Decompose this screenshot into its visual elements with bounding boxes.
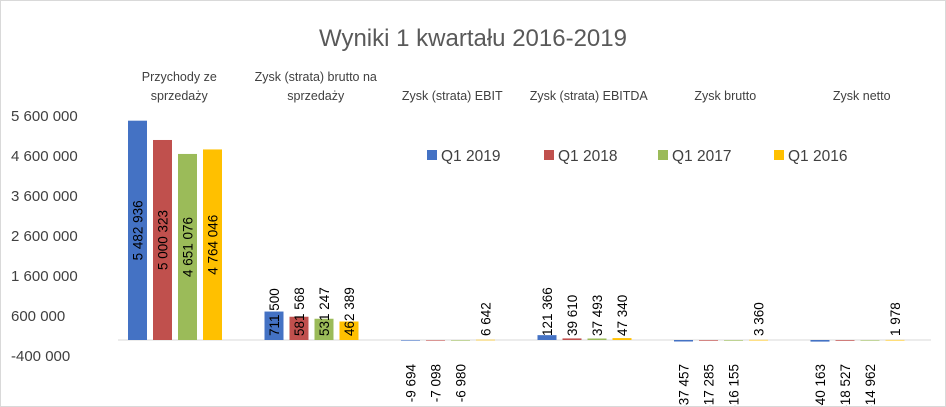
data-label: 4 764 046 <box>206 215 221 275</box>
data-label: 37 493 <box>590 295 605 336</box>
bar <box>476 339 495 341</box>
data-label: 5 482 936 <box>131 200 146 260</box>
category-label: Zysk (strata) EBIT <box>402 89 503 103</box>
data-labels: 5 482 936 711 500 -9 694 121 366 -37 457 -40 … <box>131 200 904 406</box>
legend-item: Q1 2019 <box>427 148 500 165</box>
legend-swatch <box>774 150 784 160</box>
bar <box>314 318 334 340</box>
data-label: 531 247 <box>317 287 332 336</box>
data-label: 121 366 <box>540 287 555 336</box>
legend-item: Q1 2017 <box>658 148 731 165</box>
bar <box>426 340 445 341</box>
y-tick-label: 600 000 <box>11 308 65 325</box>
y-tick-label: 5 600 000 <box>11 108 78 125</box>
y-tick-label: 2 600 000 <box>11 228 78 245</box>
axis-layer: -400 000 600 000 1 600 000 2 600 000 3 600 0… <box>11 108 931 365</box>
data-label: -40 163 <box>813 364 828 406</box>
legend-item: Q1 2016 <box>774 148 847 165</box>
category-label: Zysk (strata) brutto na sprzedaży <box>255 70 377 103</box>
bar <box>339 321 359 340</box>
bar <box>674 340 693 342</box>
y-tick-label: 3 600 000 <box>11 188 78 205</box>
data-label: -17 285 <box>702 364 717 406</box>
category-label: Przychody ze sprzedaży <box>142 70 217 103</box>
bar <box>178 153 197 340</box>
data-label: -14 962 <box>863 364 878 406</box>
bar <box>810 340 830 342</box>
bar <box>537 335 557 340</box>
data-label: -16 155 <box>727 364 742 406</box>
bar <box>749 339 768 341</box>
y-tick-label: 4 600 000 <box>11 148 78 165</box>
chart-title: Wyniki 1 kwartału 2016-2019 <box>319 25 627 52</box>
bar <box>860 340 880 341</box>
bar <box>885 339 905 341</box>
bar <box>699 340 718 341</box>
category-label: Zysk brutto <box>694 89 756 103</box>
bar <box>612 338 632 340</box>
bar <box>451 340 470 341</box>
legend-label: Q1 2019 <box>441 148 500 165</box>
bar <box>401 340 420 341</box>
y-tick-label: -400 000 <box>11 348 70 365</box>
data-label: -7 098 <box>429 364 444 402</box>
bar <box>724 340 743 341</box>
legend-label: Q1 2016 <box>788 148 847 165</box>
legend-label: Q1 2018 <box>558 148 617 165</box>
data-label: -6 980 <box>454 364 469 402</box>
data-label: -18 527 <box>838 364 853 406</box>
legend-swatch <box>658 150 668 160</box>
category-labels: Przychody ze sprzedaży Zysk (strata) brutt… <box>142 70 891 103</box>
bar <box>264 311 284 340</box>
data-label: 462 389 <box>342 287 357 336</box>
bar <box>153 139 172 340</box>
data-label: -9 694 <box>404 364 419 403</box>
bar <box>562 338 582 340</box>
bars <box>128 120 905 342</box>
data-label: 3 360 <box>752 302 767 336</box>
data-label: 5 000 323 <box>156 210 171 270</box>
y-tick-label: 1 600 000 <box>11 268 78 285</box>
legend-swatch <box>427 150 437 160</box>
data-label: 39 610 <box>565 295 580 336</box>
category-label: Zysk netto <box>833 89 891 103</box>
legend-label: Q1 2017 <box>672 148 731 165</box>
bar <box>587 338 607 340</box>
bar <box>128 120 147 341</box>
data-label: 47 340 <box>615 295 630 336</box>
data-label: 1 978 <box>888 302 903 336</box>
legend: Q1 2019 Q1 2018 Q1 2017 Q1 2016 <box>427 148 847 165</box>
data-label: 4 651 076 <box>181 217 196 277</box>
category-label: Zysk (strata) EBITDA <box>530 89 649 103</box>
bar <box>203 149 222 340</box>
bar <box>835 340 855 341</box>
legend-item: Q1 2018 <box>544 148 617 165</box>
data-label: 711 500 <box>267 288 282 336</box>
bar <box>289 316 309 340</box>
data-label: 581 568 <box>292 287 307 336</box>
data-label: 6 642 <box>479 302 494 336</box>
data-label: -37 457 <box>677 364 692 406</box>
legend-swatch <box>544 150 554 160</box>
